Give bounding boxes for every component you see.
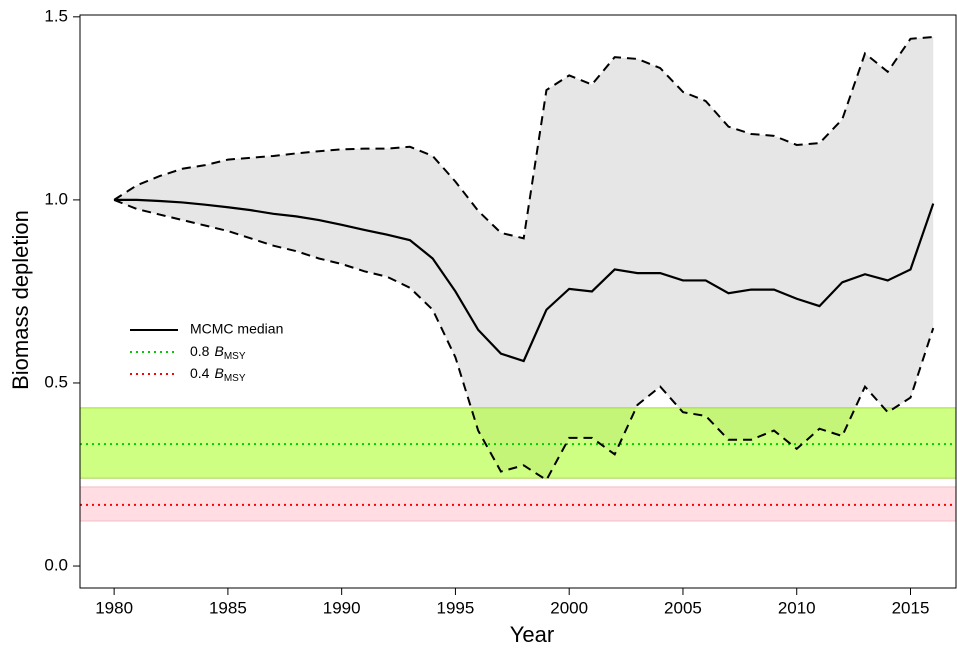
series-line — [114, 198, 935, 363]
x-tick-label: 1985 — [209, 598, 247, 617]
x-tick-label: 1990 — [323, 598, 361, 617]
x-axis-label: Year — [510, 622, 554, 647]
legend-subscript: MSY — [224, 351, 246, 362]
y-axis-label: Biomass depletion — [8, 210, 33, 390]
x-tick-label: 2015 — [892, 598, 930, 617]
x-tick-label: 2000 — [550, 598, 588, 617]
x-tick-label: 1995 — [437, 598, 475, 617]
y-tick-label: 0.5 — [44, 372, 68, 391]
legend-symbol: B — [214, 365, 223, 381]
x-tick-label: 1980 — [95, 598, 133, 617]
legend-label-text: 0.4 — [190, 365, 210, 381]
y-tick-label: 0.0 — [44, 556, 68, 575]
legend-label: 0.4 BMSY — [190, 365, 246, 384]
legend-label: MCMC median — [190, 321, 283, 337]
x-tick-label: 2010 — [778, 598, 816, 617]
plot-frame — [79, 14, 957, 589]
y-tick-label: 1.5 — [44, 6, 68, 25]
interval-lower — [113, 198, 935, 482]
y-tick-label: 1.0 — [44, 189, 68, 208]
reference-band — [79, 407, 957, 479]
legend-subscript: MSY — [224, 373, 246, 384]
x-tick-label: 2005 — [664, 598, 702, 617]
interval-upper — [113, 35, 934, 240]
interval-area — [114, 36, 934, 480]
legend-label: 0.8 BMSY — [190, 343, 246, 362]
legend-label-text: 0.8 — [190, 343, 210, 359]
reference-band — [79, 486, 957, 522]
legend-symbol: B — [214, 343, 223, 359]
